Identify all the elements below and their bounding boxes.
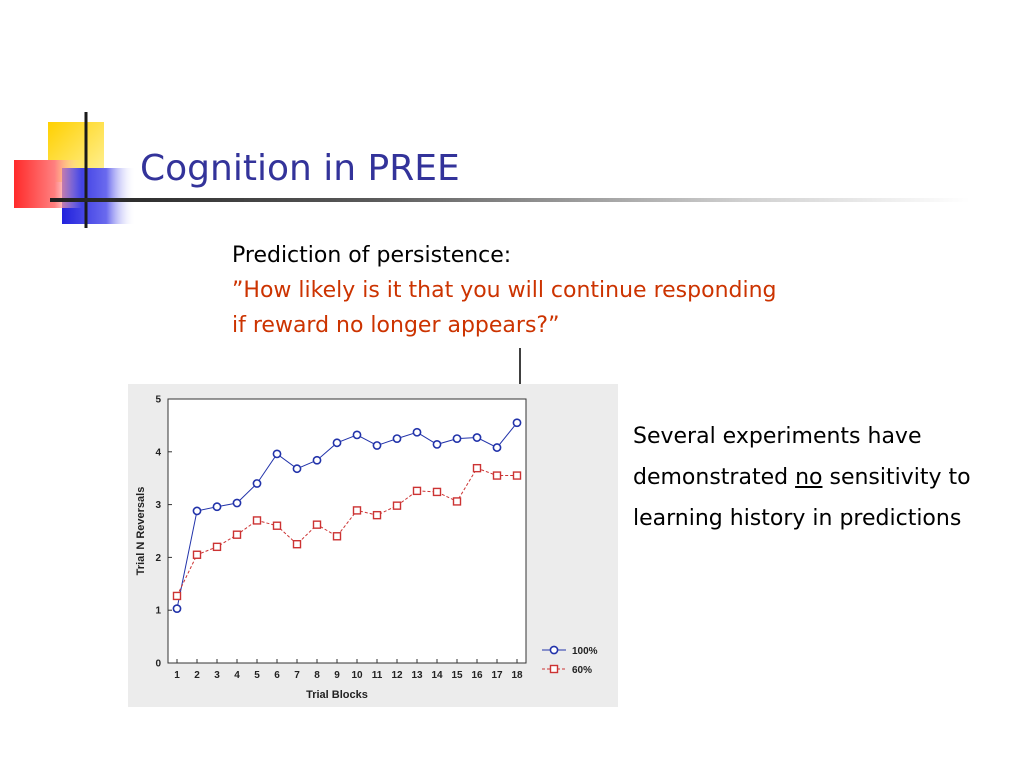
data-point-square [352, 506, 362, 515]
prompt-block: Prediction of persistence: ”How likely i… [232, 238, 792, 343]
data-point-circle [232, 498, 242, 508]
y-tick-label: 4 [155, 447, 161, 458]
x-tick-label: 3 [214, 670, 220, 681]
data-point-circle [272, 449, 282, 459]
data-point-circle [472, 433, 482, 442]
x-tick-label: 15 [451, 670, 463, 681]
legend-label: 60% [572, 665, 592, 676]
x-tick-label: 5 [254, 670, 260, 681]
data-point-circle [172, 604, 182, 614]
x-tick-label: 17 [491, 670, 503, 681]
data-point-square [372, 510, 382, 520]
data-point-circle [512, 418, 522, 428]
x-tick-label: 18 [511, 670, 523, 681]
y-tick-label: 0 [155, 659, 161, 670]
data-point-circle [372, 441, 382, 450]
legend-label: 100% [572, 646, 598, 657]
data-point-square [192, 550, 202, 559]
x-tick-label: 16 [471, 670, 483, 681]
data-point-square [172, 591, 182, 601]
side-text-after: sensitivity to learning history in predi… [633, 465, 971, 531]
data-point-square [272, 521, 282, 530]
data-point-circle [412, 427, 422, 437]
prompt-quote: ”How likely is it that you will continue… [232, 278, 777, 338]
data-point-square [232, 530, 242, 539]
data-point-circle [492, 443, 502, 452]
data-point-circle [292, 464, 302, 474]
data-point-circle [332, 438, 342, 448]
x-tick-label: 4 [234, 670, 240, 681]
side-text: Several experiments have demonstrated no… [633, 416, 1008, 539]
title-underline [50, 198, 970, 202]
y-tick-label: 2 [155, 553, 161, 564]
decorative-squares-logo [14, 112, 140, 228]
data-point-square [432, 487, 442, 497]
x-axis-label: Trial Blocks [306, 689, 368, 701]
data-point-square [492, 471, 502, 480]
data-point-square [312, 520, 322, 529]
data-point-square [472, 463, 482, 473]
data-point-circle [252, 479, 262, 488]
slide-title: Cognition in PREE [140, 148, 460, 189]
y-axis-label: Trial N Reversals [135, 487, 147, 576]
y-tick-label: 1 [155, 606, 161, 617]
data-point-square [332, 532, 342, 541]
y-tick-label: 5 [155, 395, 161, 406]
x-tick-label: 8 [314, 670, 320, 681]
x-tick-label: 2 [194, 670, 200, 681]
data-point-circle [352, 430, 362, 440]
side-text-emphasis: no [795, 465, 823, 490]
x-tick-label: 1 [174, 670, 180, 681]
y-tick-label: 3 [155, 500, 161, 511]
data-point-square [212, 542, 222, 552]
data-point-circle [452, 434, 462, 443]
x-tick-label: 6 [274, 670, 280, 681]
data-point-circle [192, 506, 202, 516]
x-tick-label: 10 [351, 670, 363, 681]
plot-area [167, 398, 527, 664]
x-tick-label: 7 [294, 670, 300, 681]
data-point-circle [312, 455, 322, 465]
side-text-before: Several experiments have demonstrated [633, 424, 922, 490]
legend-marker-circle [549, 645, 559, 655]
prompt-heading: Prediction of persistence: [232, 243, 512, 268]
data-point-circle [392, 434, 402, 443]
chart-panel: 0 1 2 3 4 5 1 2 3 4 5 6 7 8 9 10 11 12 13 14 15 16 17 18 Trial B… [128, 384, 618, 707]
x-tick-label: 9 [334, 670, 340, 681]
data-point-circle [212, 502, 222, 512]
data-point-square [512, 471, 522, 480]
legend-marker-square [549, 664, 559, 674]
data-point-square [252, 516, 262, 525]
x-tick-label: 12 [391, 670, 403, 681]
x-tick-label: 11 [372, 670, 383, 681]
x-tick-label: 14 [431, 670, 443, 681]
data-point-square [412, 486, 422, 496]
data-point-square [452, 497, 462, 506]
data-point-circle [432, 440, 442, 449]
x-tick-label: 13 [411, 670, 423, 681]
data-point-square [392, 501, 402, 510]
data-point-square [292, 539, 302, 549]
